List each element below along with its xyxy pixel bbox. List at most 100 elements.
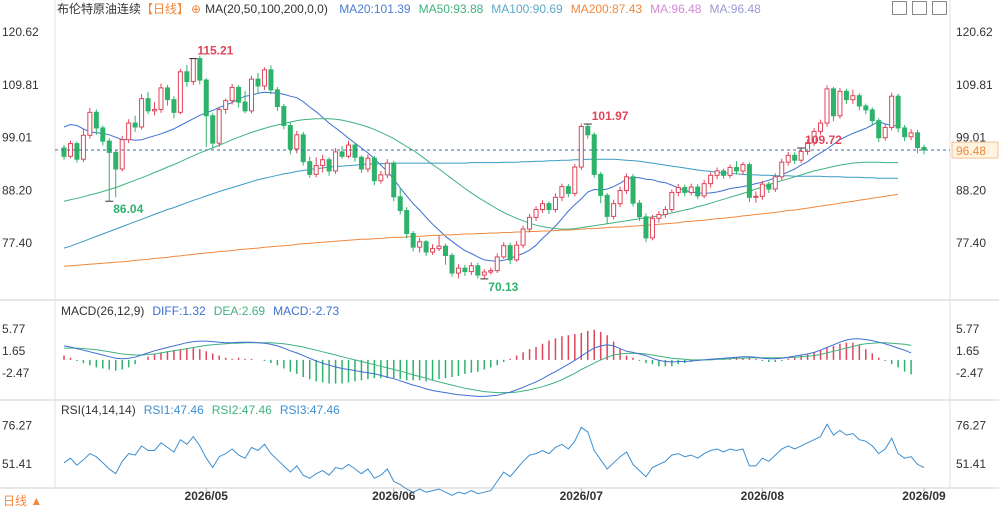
ma-line-ma200 bbox=[63, 193, 899, 267]
candle-body bbox=[430, 248, 436, 253]
candle-body bbox=[572, 166, 578, 194]
rsi-tick-right: 51.41 bbox=[956, 457, 986, 471]
ma-values: MA20:101.39 MA50:93.88 MA100:90.69 MA200:87… bbox=[339, 2, 769, 16]
period-label[interactable]: 【日线】 bbox=[141, 2, 190, 16]
candle-body bbox=[397, 196, 403, 212]
candle-body bbox=[733, 167, 739, 172]
grid-icon[interactable] bbox=[912, 1, 927, 15]
candle-body bbox=[578, 125, 584, 168]
legend-value: MACD:-2.73 bbox=[273, 304, 340, 318]
candle-body bbox=[223, 100, 229, 110]
candle-body bbox=[611, 203, 617, 217]
legend-value: RSI2:47.46 bbox=[211, 403, 272, 417]
rsi-tick-left: 76.27 bbox=[2, 418, 32, 432]
candle-body bbox=[87, 111, 93, 136]
candle-body bbox=[177, 71, 183, 113]
candle-body bbox=[675, 187, 681, 193]
candle-body bbox=[242, 101, 248, 112]
candle-body bbox=[365, 157, 371, 170]
candle-body bbox=[766, 183, 772, 190]
candle-body bbox=[378, 174, 384, 182]
candle-body bbox=[624, 176, 630, 191]
macd-tick-right: 1.65 bbox=[956, 344, 980, 358]
period-switch-button[interactable]: 日线 ▲ bbox=[3, 494, 43, 508]
settings-icon[interactable]: ⊕ bbox=[191, 2, 202, 16]
macd-tick-left: 1.65 bbox=[2, 344, 26, 358]
candle-body bbox=[352, 144, 358, 158]
price-tick-left: 120.62 bbox=[2, 25, 39, 39]
candle-body bbox=[514, 244, 520, 261]
candle-body bbox=[837, 90, 843, 117]
candle-body bbox=[255, 78, 261, 87]
candle-body bbox=[591, 134, 597, 175]
rsi-legend: RSI(14,14,14) RSI1:47.46 RSI2:47.46 RSI3:47… bbox=[61, 403, 348, 417]
candle-body bbox=[442, 245, 449, 256]
candle-body bbox=[630, 176, 636, 204]
candle-body bbox=[249, 78, 255, 112]
rsi-tick-left: 51.41 bbox=[2, 457, 32, 471]
candle-body bbox=[404, 210, 410, 234]
rsi-values: RSI1:47.46 RSI2:47.46 RSI3:47.46 bbox=[144, 403, 348, 417]
candle-body bbox=[552, 196, 558, 211]
price-tick-left: 77.40 bbox=[2, 236, 32, 250]
candle-body bbox=[507, 245, 513, 261]
candle-body bbox=[895, 95, 901, 129]
candle-body bbox=[190, 58, 196, 83]
price-tick-left: 88.20 bbox=[2, 183, 32, 197]
candle-body bbox=[740, 164, 746, 172]
macd-tick-right: -2.47 bbox=[956, 366, 984, 380]
candle-body bbox=[843, 90, 849, 101]
high-annotation: 115.21 bbox=[197, 44, 233, 58]
shrink-icon[interactable] bbox=[932, 1, 947, 15]
last-price-label: 96.48 bbox=[956, 144, 986, 158]
candle-body bbox=[100, 127, 106, 142]
candle-body bbox=[882, 126, 888, 139]
macd-legend: MACD(26,12,9) DIFF:1.32 DEA:2.69 MACD:-2.73 bbox=[61, 304, 347, 318]
candle-body bbox=[779, 161, 785, 178]
candle-body bbox=[565, 186, 571, 194]
candle-body bbox=[656, 213, 662, 219]
x-tick-label: 2026/06 bbox=[372, 489, 416, 503]
candle-body bbox=[682, 187, 688, 193]
candle-body bbox=[384, 162, 390, 176]
candle-body bbox=[80, 134, 86, 160]
candle-body bbox=[423, 241, 429, 253]
candle-body bbox=[701, 183, 707, 197]
candle-body bbox=[287, 125, 293, 150]
candle-body bbox=[481, 271, 487, 276]
candle-body bbox=[333, 151, 339, 172]
candle-body bbox=[488, 270, 494, 273]
legend-value: MA100:90.69 bbox=[491, 2, 563, 16]
legend-value: RSI3:47.46 bbox=[279, 403, 340, 417]
candle-body bbox=[74, 143, 80, 160]
candle-body bbox=[759, 183, 765, 197]
price-tick-right: 88.20 bbox=[956, 183, 986, 197]
ma-label: MA(20,50,100,200,0,0) bbox=[205, 2, 328, 16]
candle-body bbox=[203, 79, 209, 117]
candle-body bbox=[792, 154, 798, 161]
candle-body bbox=[229, 86, 235, 102]
candle-body bbox=[915, 132, 921, 148]
x-tick-label: 2026/08 bbox=[741, 489, 785, 503]
candle-body bbox=[171, 99, 177, 113]
candle-body bbox=[688, 186, 694, 193]
rsi-tick-right: 76.27 bbox=[956, 418, 986, 432]
candle-body bbox=[921, 146, 927, 151]
price-tick-right: 99.01 bbox=[956, 131, 986, 145]
expand-icon[interactable] bbox=[892, 1, 907, 15]
candle-body bbox=[721, 170, 727, 176]
candle-body bbox=[669, 191, 675, 211]
legend-value: MA20:101.39 bbox=[339, 2, 411, 16]
candle-body bbox=[824, 88, 830, 124]
candle-body bbox=[139, 98, 145, 128]
last-price-box bbox=[951, 141, 999, 159]
candle-body bbox=[475, 265, 481, 276]
high-annotation: 101.97 bbox=[592, 109, 629, 123]
candle-body bbox=[468, 265, 474, 273]
candle-body bbox=[261, 69, 267, 87]
macd-values: DIFF:1.32 DEA:2.69 MACD:-2.73 bbox=[152, 304, 347, 318]
candle-body bbox=[268, 69, 274, 91]
candle-body bbox=[527, 216, 533, 230]
